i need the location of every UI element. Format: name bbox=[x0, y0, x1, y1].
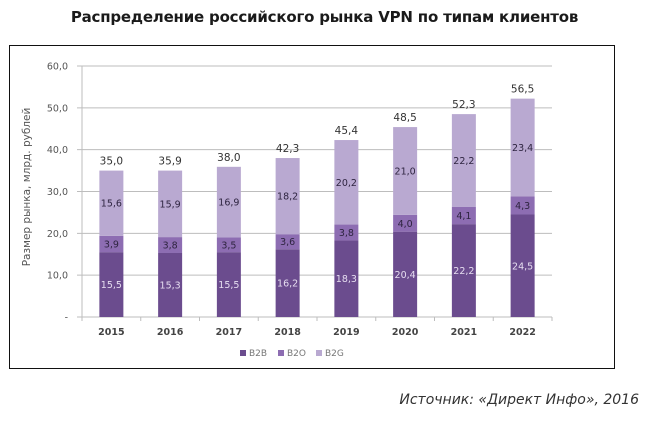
bar-b2g bbox=[334, 140, 359, 225]
bar-b2b bbox=[510, 214, 535, 317]
total-label: 35,9 bbox=[158, 156, 181, 168]
y-tick-label: 30,0 bbox=[47, 187, 68, 198]
total-label: 38,0 bbox=[217, 152, 240, 164]
legend-label: B2O bbox=[287, 349, 306, 359]
y-tick-label: 50,0 bbox=[47, 103, 68, 114]
bar-value-label: 3,8 bbox=[163, 241, 178, 252]
legend-item-b2o: B2O bbox=[278, 349, 306, 359]
x-tick-label: 2020 bbox=[392, 327, 419, 338]
legend-swatch bbox=[240, 350, 246, 356]
bar-value-label: 3,8 bbox=[339, 228, 354, 239]
bar-value-label: 18,3 bbox=[336, 274, 357, 285]
source-caption: Источник: «Директ Инфо», 2016 bbox=[399, 392, 639, 408]
bar-value-label: 20,2 bbox=[336, 178, 357, 189]
legend-label: B2B bbox=[249, 349, 267, 359]
legend-item-b2b: B2B bbox=[240, 349, 267, 359]
bar-b2g bbox=[510, 98, 535, 197]
legend: B2B B2O B2G bbox=[240, 349, 344, 359]
bar-b2b bbox=[216, 252, 241, 317]
bar-stack-2017: 15,5 3,5 16,9 38,0 bbox=[216, 152, 241, 317]
bar-b2o bbox=[393, 214, 418, 232]
y-tick-label: 20,0 bbox=[47, 229, 68, 240]
x-tick-label: 2019 bbox=[333, 327, 359, 338]
bar-stack-2021: 22,2 4,1 22,2 52,3 bbox=[451, 99, 476, 317]
bar-b2b bbox=[275, 249, 300, 317]
y-axis-title: Размер рынка, млрд. рублей bbox=[21, 108, 33, 267]
bar-value-label: 3,9 bbox=[104, 240, 119, 251]
x-tick-label: 2018 bbox=[274, 327, 301, 338]
bar-b2b bbox=[334, 240, 359, 317]
bar-b2g bbox=[275, 158, 300, 235]
bar-value-label: 3,5 bbox=[221, 240, 236, 251]
x-tick-label: 2016 bbox=[157, 327, 184, 338]
bar-value-label: 15,5 bbox=[101, 280, 122, 291]
x-tick-label: 2015 bbox=[98, 327, 124, 338]
y-tick-label: 40,0 bbox=[47, 145, 68, 156]
bar-value-label: 16,9 bbox=[218, 198, 239, 209]
bar-value-label: 21,0 bbox=[395, 167, 416, 178]
x-tick-label: 2017 bbox=[216, 327, 242, 338]
bar-value-label: 3,6 bbox=[280, 237, 295, 248]
bar-b2o bbox=[99, 235, 124, 253]
gridlines bbox=[77, 65, 552, 318]
bar-value-label: 18,2 bbox=[277, 192, 298, 203]
bar-b2o bbox=[275, 234, 300, 250]
bar-stack-2019: 18,3 3,8 20,2 45,4 bbox=[334, 125, 358, 317]
bar-b2o bbox=[451, 206, 476, 225]
legend-item-b2g: B2G bbox=[316, 349, 344, 359]
bar-value-label: 15,3 bbox=[160, 280, 181, 291]
bar-stack-2020: 20,4 4,0 21,0 48,5 bbox=[393, 112, 418, 317]
total-label: 52,3 bbox=[452, 99, 475, 111]
x-tick-label: 2021 bbox=[451, 327, 477, 338]
x-tick-label: 2022 bbox=[509, 327, 535, 338]
bar-value-label: 15,5 bbox=[218, 280, 239, 291]
bar-b2b bbox=[99, 252, 124, 317]
bar-b2o bbox=[510, 196, 535, 215]
x-axis: 2015 2016 2017 2018 2019 2020 2021 2022 bbox=[81, 317, 553, 338]
bar-value-label: 23,4 bbox=[512, 143, 533, 154]
y-tick-label: 60,0 bbox=[47, 62, 68, 73]
bar-b2g bbox=[393, 127, 418, 215]
y-tick-label: 10,0 bbox=[47, 271, 68, 282]
total-label: 35,0 bbox=[100, 156, 123, 168]
legend-swatch bbox=[316, 350, 322, 356]
page-title: Распределение российского рынка VPN по т… bbox=[70, 8, 579, 26]
bar-stack-2022: 24,5 4,3 23,4 56,5 bbox=[510, 84, 535, 317]
bar-b2g bbox=[158, 170, 183, 238]
chart-frame bbox=[9, 45, 615, 369]
bar-stack-2015: 15,5 3,9 15,6 35,0 bbox=[99, 156, 124, 317]
y-tick-label: - bbox=[65, 313, 68, 324]
bar-value-label: 4,0 bbox=[398, 219, 413, 230]
bar-b2g bbox=[451, 114, 476, 207]
bar-b2g bbox=[216, 166, 241, 238]
bar-value-label: 16,2 bbox=[277, 279, 298, 290]
bar-value-label: 15,6 bbox=[101, 199, 122, 210]
bar-b2o bbox=[158, 237, 183, 253]
bar-stack-2016: 15,3 3,8 15,9 35,9 bbox=[158, 156, 183, 317]
bar-value-label: 20,4 bbox=[395, 270, 416, 281]
legend-label: B2G bbox=[325, 349, 344, 359]
bar-stack-2018: 16,2 3,6 18,2 42,3 bbox=[275, 143, 300, 317]
y-axis-ticks: - 10,0 20,0 30,0 40,0 50,0 60,0 bbox=[47, 62, 68, 324]
bars: 15,5 3,9 15,6 35,0 15,3 3,8 15,9 35,9 15,5 3,5 16,… bbox=[99, 84, 535, 317]
bar-b2o bbox=[334, 224, 359, 241]
bar-value-label: 24,5 bbox=[512, 261, 533, 272]
total-label: 48,5 bbox=[393, 112, 416, 124]
bar-value-label: 4,3 bbox=[515, 201, 530, 212]
bar-b2b bbox=[158, 252, 183, 317]
bar-b2g bbox=[99, 170, 124, 236]
bar-b2o bbox=[216, 237, 241, 253]
bar-value-label: 4,1 bbox=[456, 211, 471, 222]
bar-b2b bbox=[451, 224, 476, 317]
bar-value-label: 22,2 bbox=[453, 266, 474, 277]
bar-value-label: 15,9 bbox=[160, 199, 181, 210]
bar-b2b bbox=[393, 231, 418, 317]
total-label: 56,5 bbox=[511, 84, 534, 96]
bar-value-label: 22,2 bbox=[453, 156, 474, 167]
total-label: 45,4 bbox=[335, 125, 359, 137]
total-label: 42,3 bbox=[276, 143, 299, 155]
legend-swatch bbox=[278, 350, 284, 356]
